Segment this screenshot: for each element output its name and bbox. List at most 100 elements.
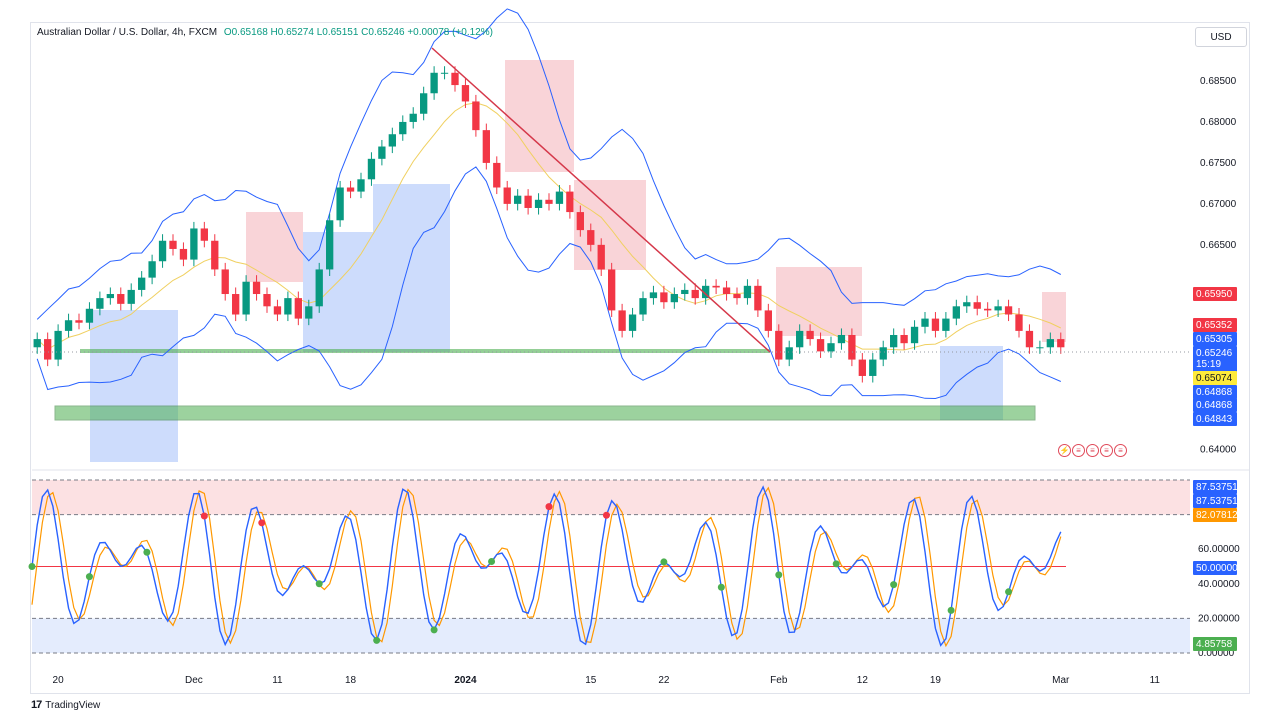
- stoch-buy-dot: [143, 548, 151, 556]
- candle-body: [305, 306, 313, 319]
- price-tag: 0.65074: [1193, 371, 1237, 385]
- us-flag-icon[interactable]: ≡: [1086, 444, 1099, 457]
- price-tag-label: 50.00000: [1196, 562, 1238, 574]
- brand-name: TradingView: [45, 699, 101, 711]
- time-tick-11: 11: [1150, 675, 1161, 686]
- stoch-tick-2: 20.00000: [1198, 613, 1240, 624]
- tradingview-brand[interactable]: 17 TradingView: [31, 699, 100, 711]
- time-tick-8: 12: [857, 675, 869, 686]
- time-tick-2: 11: [272, 675, 283, 686]
- candle-body: [942, 318, 950, 331]
- price-tag-label: 0.64843: [1196, 413, 1233, 425]
- candle-body: [367, 158, 376, 180]
- time-tick-10: Mar: [1052, 675, 1070, 686]
- candle-body: [493, 162, 501, 188]
- candle-body: [263, 294, 271, 307]
- price-tick-4: 0.66500: [1200, 240, 1237, 251]
- time-tick-7: Feb: [770, 675, 788, 686]
- candle-body: [764, 310, 772, 331]
- candle-body: [221, 269, 229, 295]
- us-flag-icon[interactable]: ≡: [1072, 444, 1085, 457]
- candle-body: [190, 228, 198, 260]
- chart-frame[interactable]: [30, 22, 1250, 694]
- candle-body: [837, 334, 846, 344]
- candle-body: [900, 334, 908, 344]
- stoch-buy-dot: [1005, 588, 1013, 596]
- zone-5: [373, 184, 450, 352]
- candle-body: [1004, 306, 1013, 315]
- us-flag-icon[interactable]: ≡: [1100, 444, 1113, 457]
- candle-body: [127, 289, 135, 304]
- candle-body: [33, 339, 41, 348]
- countdown-label: 15:19: [1196, 359, 1222, 370]
- candle-body: [973, 302, 981, 309]
- candle-body: [1057, 339, 1065, 348]
- symbol-title[interactable]: Australian Dollar / U.S. Dollar, 4h, FXC…: [37, 27, 218, 38]
- oversold-zone: [32, 618, 1190, 653]
- candle-body: [399, 121, 407, 135]
- zone-8: [303, 232, 373, 352]
- support-zone-lower: [54, 405, 1036, 421]
- stoch-buy-dot: [28, 563, 36, 570]
- lightning-icon[interactable]: ⚡: [1058, 444, 1071, 457]
- price-tag: 0.65305: [1193, 332, 1237, 346]
- candle-body: [816, 339, 825, 352]
- stoch-buy-dot: [315, 580, 323, 588]
- price-tag: 0.65352: [1193, 318, 1237, 332]
- stoch-sell-dot: [200, 512, 208, 520]
- candle-body: [388, 134, 396, 147]
- price-tick-3: 0.67000: [1200, 199, 1237, 210]
- candle-body: [618, 310, 626, 331]
- stoch-buy-dot: [85, 573, 93, 581]
- price-tag: 0.64843: [1193, 412, 1237, 426]
- price-tag: 50.00000: [1193, 561, 1238, 575]
- candle-body: [472, 101, 480, 131]
- candle-body: [827, 343, 835, 352]
- stoch-tick-0: 60.00000: [1198, 544, 1240, 555]
- candle-body: [179, 248, 188, 260]
- price-tick-0: 0.68500: [1200, 76, 1237, 87]
- stoch-sell-dot: [545, 503, 553, 511]
- us-flag-icon[interactable]: ≡: [1114, 444, 1127, 457]
- candle-body: [785, 347, 793, 360]
- candle-body: [524, 195, 532, 208]
- candle-body: [806, 330, 814, 340]
- candle-body: [96, 298, 104, 309]
- time-tick-1: Dec: [185, 675, 203, 686]
- candle-body: [670, 294, 678, 303]
- candle-body: [733, 294, 741, 299]
- stoch-buy-dot: [373, 636, 381, 644]
- time-tick-0: 20: [53, 675, 65, 686]
- candle-body: [273, 306, 282, 315]
- symbol-legend: Australian Dollar / U.S. Dollar, 4h, FXC…: [37, 27, 493, 38]
- candle-body: [326, 220, 334, 270]
- price-tag: 82.07812: [1193, 508, 1238, 522]
- candle-body: [660, 292, 668, 303]
- candle-body: [702, 285, 710, 299]
- price-tag: 0.64868: [1193, 398, 1237, 412]
- candle-body: [890, 334, 898, 348]
- price-tag-label: 0.65246: [1196, 348, 1233, 359]
- candle-body: [503, 187, 511, 204]
- price-tick-1: 0.68000: [1200, 117, 1237, 128]
- ohlc-readout: O0.65168 H0.65274 L0.65151 C0.65246 +0.0…: [223, 27, 493, 38]
- currency-button[interactable]: USD: [1195, 27, 1247, 47]
- candle-body: [775, 330, 783, 360]
- candle-body: [44, 339, 52, 360]
- bollinger-mid: [36, 102, 1062, 351]
- candle-body: [848, 334, 856, 360]
- price-tag-label: 0.64868: [1196, 386, 1233, 398]
- candle-body: [117, 294, 125, 304]
- candle-body: [858, 359, 866, 376]
- price-tag-label: 82.07812: [1196, 509, 1238, 521]
- candle-body: [378, 146, 386, 159]
- zone-0: [505, 60, 574, 172]
- stoch-buy-dot: [717, 583, 725, 591]
- price-tick-2: 0.67500: [1200, 158, 1237, 169]
- candle-body: [691, 289, 699, 299]
- candle-body: [294, 298, 302, 319]
- stoch-buy-dot: [832, 560, 840, 568]
- candle-body: [232, 294, 240, 315]
- stoch-buy-dot: [430, 626, 438, 634]
